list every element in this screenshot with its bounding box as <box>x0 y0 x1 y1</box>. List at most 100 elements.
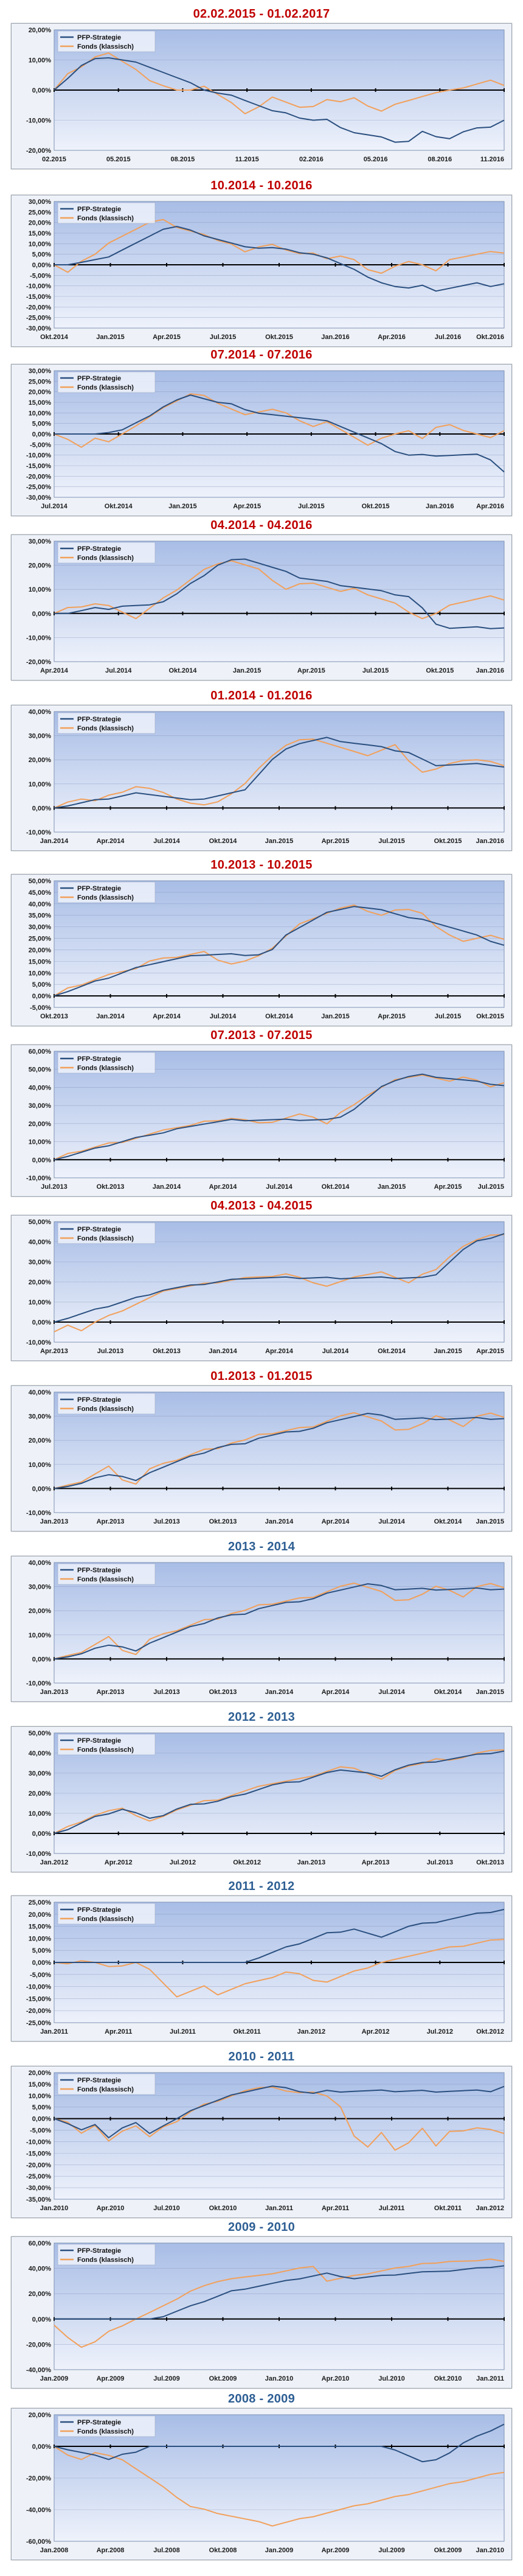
y-tick-label: 40,00% <box>29 1239 52 1246</box>
y-tick-label: 40,00% <box>29 1389 52 1396</box>
chart-frame: 30,00% 25,00% 20,00% 15,00% 10,00% 5,00% 0,00%… <box>11 195 512 347</box>
y-tick-label: 0,00% <box>32 262 51 269</box>
chart-frame: 60,00% 50,00% 40,00% 30,00% 20,00% 10,00% 0,00… <box>11 1045 512 1197</box>
x-tick-label: Apr.2015 <box>322 838 350 845</box>
x-tick-label: Apr.2009 <box>322 2547 350 2554</box>
y-tick-label: 35,00% <box>29 912 52 920</box>
chart-frame: 30,00% 20,00% 10,00% 0,00% -10,00% -20,00% Apr… <box>11 534 512 681</box>
chart-frame: 40,00% 30,00% 20,00% 10,00% 0,00% -10,00% Jan.… <box>11 1385 512 1531</box>
y-tick-label: -20,00% <box>26 2341 51 2348</box>
chart-title: 2013 - 2014 <box>227 1540 296 1553</box>
y-tick-label: -20,00% <box>26 304 51 311</box>
x-tick-label: Jan.2009 <box>265 2547 293 2554</box>
y-tick-label: 0,00% <box>32 1959 51 1967</box>
x-tick-label: Jul.2015 <box>435 1013 461 1020</box>
series-line-strategy <box>54 394 505 473</box>
y-tick-label: 0,00% <box>32 1656 51 1663</box>
x-tick-label: Okt.2013 <box>476 1859 504 1866</box>
x-tick-label: Jan.2015 <box>233 667 261 674</box>
x-tick-label: Jul.2009 <box>153 2375 179 2382</box>
x-tick-label: 02.2016 <box>299 156 324 163</box>
y-tick-label: 60,00% <box>29 1048 52 1055</box>
y-tick-label: 20,00% <box>29 1608 52 1615</box>
y-tick-label: 20,00% <box>29 220 52 227</box>
y-tick-label: 15,00% <box>29 2081 52 2088</box>
x-tick-label: Apr.2010 <box>97 2205 125 2212</box>
legend-label: Fonds (klassisch) <box>77 555 134 562</box>
x-tick-label: Jul.2015 <box>378 838 404 845</box>
series-line-fund <box>54 219 505 274</box>
x-tick-label: Jan.2010 <box>476 2547 504 2554</box>
x-tick-label: Okt.2014 <box>265 1013 294 1020</box>
x-tick-label: Okt.2014 <box>434 1518 463 1525</box>
line-chart: 20,00% 10,00% 0,00% -10,00% -20,00%02.2015 05… <box>26 27 505 163</box>
series-line-fund <box>54 2446 505 2527</box>
y-tick-label: -5,00% <box>30 2127 51 2135</box>
x-tick-label: Jul.2010 <box>378 2375 404 2382</box>
legend-label: Fonds (klassisch) <box>77 2086 134 2093</box>
legend: PFP-Strategie Fonds (klassisch) <box>57 881 156 903</box>
x-tick-label: Apr.2013 <box>97 1518 125 1525</box>
legend-label: PFP-Strategie <box>77 2419 121 2426</box>
x-tick-label: Jan.2015 <box>476 1518 504 1525</box>
series-line-strategy <box>54 1233 505 1323</box>
y-tick-label: 30,00% <box>29 1770 52 1777</box>
x-tick-label: Okt.2014 <box>105 503 133 510</box>
x-tick-label: Jan.2016 <box>426 503 454 510</box>
y-tick-label: 20,00% <box>29 2291 52 2298</box>
x-tick-label: Apr.2015 <box>434 1183 462 1191</box>
y-tick-label: -5,00% <box>30 272 51 279</box>
chart-frame: 20,00% 10,00% 0,00% -10,00% -20,00% 02.2015 05… <box>11 23 512 169</box>
chart-title: 07.2014 - 07.2016 <box>210 348 313 362</box>
y-tick-label: -20,00% <box>26 2161 51 2169</box>
series-line-strategy <box>54 906 505 997</box>
y-tick-label: 30,00% <box>29 924 52 931</box>
x-tick-label: Okt.2009 <box>209 2375 237 2382</box>
y-tick-label: 5,00% <box>32 981 51 989</box>
y-tick-label: -20,00% <box>26 147 51 155</box>
legend-label: PFP-Strategie <box>77 545 121 553</box>
chart-frame: 50,00% 45,00% 40,00% 35,00% 30,00% 25,00% 20,0… <box>11 874 512 1026</box>
x-tick-label: Apr.2016 <box>378 334 406 341</box>
x-tick-label: Jan.2014 <box>209 1348 237 1355</box>
x-tick-label: Jul.2014 <box>105 667 132 674</box>
legend: PFP-Strategie Fonds (klassisch) <box>57 30 156 52</box>
y-tick-label: -40,00% <box>26 2507 51 2514</box>
legend-label: PFP-Strategie <box>77 885 121 892</box>
x-tick-label: Jan.2016 <box>476 838 504 845</box>
x-tick-label: Jul.2011 <box>170 2028 196 2035</box>
x-tick-label: Okt.2015 <box>434 838 462 845</box>
chart-title: 04.2013 - 04.2015 <box>210 1199 313 1213</box>
y-tick-label: -20,00% <box>26 659 51 666</box>
x-tick-label: Okt.2011 <box>434 2205 462 2212</box>
y-tick-label: 30,00% <box>29 733 52 740</box>
x-tick-label: Okt.2014 <box>322 1183 350 1191</box>
y-tick-label: -10,00% <box>26 1680 51 1687</box>
y-tick-label: 20,00% <box>29 1790 52 1797</box>
chart-title: 2012 - 2013 <box>227 1710 296 1724</box>
y-tick-label: -5,00% <box>30 1972 51 1979</box>
x-tick-label: Jul.2008 <box>153 2547 179 2554</box>
series-line-fund <box>54 1234 505 1332</box>
y-tick-label: 15,00% <box>29 399 52 407</box>
chart-frame: 25,00% 20,00% 15,00% 10,00% 5,00% 0,00% -5,00%… <box>11 1895 512 2042</box>
x-tick-label: Jan.2010 <box>265 2375 293 2382</box>
y-tick-label: 10,00% <box>29 781 52 788</box>
legend-label: PFP-Strategie <box>77 716 121 723</box>
chart-title: 2010 - 2011 <box>228 2050 295 2063</box>
y-tick-label: -10,00% <box>26 283 51 290</box>
x-tick-label: Apr.2013 <box>40 1348 68 1355</box>
series-line-fund <box>54 1074 505 1161</box>
x-tick-label: Jan.2014 <box>96 1013 125 1020</box>
x-tick-label: 08.2016 <box>428 156 452 163</box>
x-tick-label: Jul.2010 <box>153 2205 179 2212</box>
x-tick-label: Jul.2011 <box>379 2205 405 2212</box>
chart-title: 10.2014 - 10.2016 <box>210 179 313 192</box>
y-tick-label: -15,00% <box>26 1995 51 2003</box>
x-tick-label: 11.2015 <box>235 156 259 163</box>
y-tick-label: -10,00% <box>26 634 51 642</box>
series-line-strategy <box>54 737 505 809</box>
x-tick-label: Jan.2008 <box>40 2547 68 2554</box>
y-tick-label: -40,00% <box>26 2367 51 2374</box>
x-tick-label: Jan.2011 <box>265 2205 293 2212</box>
